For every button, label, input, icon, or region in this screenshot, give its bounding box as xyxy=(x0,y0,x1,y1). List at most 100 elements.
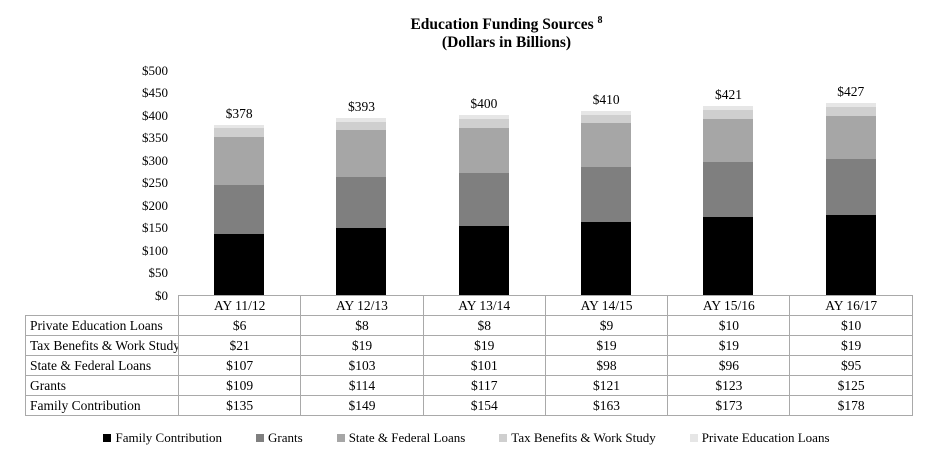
chart-title-block: Education Funding Sources 8 (Dollars in … xyxy=(80,12,933,52)
bar-segment xyxy=(581,123,632,168)
y-axis-tick-label: $450 xyxy=(142,85,168,100)
chart-subtitle: (Dollars in Billions) xyxy=(441,34,572,52)
bar-total-label: $421 xyxy=(714,86,742,102)
bar-segment xyxy=(214,185,265,235)
table-cell-value: $114 xyxy=(300,375,424,396)
table-row-label: Grants xyxy=(25,375,179,396)
table-cell-value: $163 xyxy=(544,395,669,416)
bar-segment xyxy=(825,115,876,159)
table-cell-value: $8 xyxy=(422,315,546,336)
y-axis-tick-label: $150 xyxy=(142,220,168,235)
table-cell-value: $173 xyxy=(667,395,791,416)
y-axis-tick-label: $300 xyxy=(142,152,168,168)
title-footnote-ref: 8 xyxy=(597,15,603,26)
chart-title: Education Funding Sources 8 xyxy=(410,15,603,34)
bar-segment xyxy=(458,127,509,174)
bar-total-label: $427 xyxy=(837,83,865,99)
legend-swatch-icon xyxy=(499,434,508,442)
table-row-label: Private Education Loans xyxy=(25,315,179,336)
legend-swatch-icon xyxy=(256,434,265,442)
table-cell-value: $123 xyxy=(667,375,791,396)
table-column-header: AY 11/12 xyxy=(177,295,302,316)
bar-segment xyxy=(825,102,876,108)
table-row-label: Family Contribution xyxy=(25,395,179,416)
table-column-header: AY 14/15 xyxy=(544,295,669,316)
table-cell-value: $21 xyxy=(177,335,302,356)
legend-label: Grants xyxy=(268,430,303,445)
table-cell-value: $154 xyxy=(422,395,546,416)
bar-segment xyxy=(336,118,387,122)
table-column-header: AY 13/14 xyxy=(422,295,546,316)
y-axis-tick-label: $200 xyxy=(142,197,168,213)
table-column-header: AY 15/16 xyxy=(667,295,791,316)
table-cell-value: $121 xyxy=(544,375,669,396)
table-corner-blank xyxy=(26,296,179,316)
table-cell-value: $178 xyxy=(789,395,913,416)
legend-swatch-icon xyxy=(689,434,698,442)
table-cell-value: $96 xyxy=(667,355,791,376)
bar-total-label: $410 xyxy=(592,91,620,107)
bar-segment xyxy=(336,130,387,177)
legend-item: Private Education Loans xyxy=(689,430,830,446)
bar-segment xyxy=(214,124,265,128)
data-table: AY 11/12 AY 12/13 AY 13/14 AY 14/15 AY 15/16… xyxy=(25,295,913,416)
bar-segment xyxy=(581,221,632,295)
bar-total-label: $400 xyxy=(470,96,498,111)
table-cell-value: $8 xyxy=(300,315,424,336)
table-cell-value: $10 xyxy=(789,315,913,336)
table-cell-value: $19 xyxy=(300,335,424,356)
table-cell-value: $10 xyxy=(667,315,791,336)
table-row: Tax Benefits & Work Study $21 $19 $19 $19 $19… xyxy=(25,335,913,356)
table-cell-value: $19 xyxy=(667,335,791,356)
bar-segment xyxy=(214,137,265,186)
table-row: Private Education Loans $6 $8 $8 $9 $10 $10 xyxy=(25,315,913,336)
y-axis-tick-label: $0 xyxy=(155,287,168,303)
bar-segment xyxy=(703,110,754,119)
bar-segment xyxy=(214,127,265,138)
legend-swatch-icon xyxy=(103,434,112,442)
table-cell-value: $101 xyxy=(422,355,546,376)
bar-segment xyxy=(703,217,754,295)
bar-segment xyxy=(703,118,754,162)
legend-label: State & Federal Loans xyxy=(348,430,466,445)
legend-item: Family Contribution xyxy=(103,430,222,446)
bar-segment xyxy=(581,110,632,115)
legend-item: Tax Benefits & Work Study xyxy=(499,430,656,446)
table-cell-value: $103 xyxy=(300,355,424,376)
table-row: Grants $109 $114 $117 $121 $123 $125 xyxy=(25,375,913,396)
legend-label: Private Education Loans xyxy=(701,430,830,445)
y-axis-tick-label: $50 xyxy=(148,265,169,280)
bar-total-label: $378 xyxy=(225,105,253,121)
legend-item: Grants xyxy=(256,430,303,446)
table-column-header: AY 16/17 xyxy=(789,295,913,316)
bar-segment xyxy=(336,121,387,131)
table-column-header: AY 12/13 xyxy=(300,295,424,316)
table-row-label: State & Federal Loans xyxy=(25,355,179,376)
table-cell-value: $95 xyxy=(789,355,913,376)
bar-segment xyxy=(581,167,632,222)
table-row: Family Contribution $135 $149 $154 $163 $173 $… xyxy=(25,395,913,416)
table-cell-value: $19 xyxy=(544,335,669,356)
bar-total-label: $393 xyxy=(347,99,375,115)
legend-swatch-icon xyxy=(336,434,345,442)
table-cell-value: $149 xyxy=(300,395,424,416)
table-row: State & Federal Loans $107 $103 $101 $98 $96 $… xyxy=(25,355,913,376)
table-cell-value: $19 xyxy=(422,335,546,356)
legend-label: Family Contribution xyxy=(115,430,223,445)
table-cell-value: $6 xyxy=(177,315,302,336)
y-axis-tick-label: $500 xyxy=(142,62,168,78)
bar-segment xyxy=(703,105,754,111)
y-axis-tick-label: $350 xyxy=(142,130,168,145)
table-row-label: Tax Benefits & Work Study xyxy=(25,335,179,356)
y-axis-tick-label: $250 xyxy=(142,175,168,190)
bar-segment xyxy=(336,227,387,295)
table-cell-value: $107 xyxy=(177,355,302,376)
bar-segment xyxy=(825,158,876,215)
y-axis-tick-label: $100 xyxy=(142,242,168,258)
bar-segment xyxy=(458,119,509,128)
bar-segment xyxy=(336,176,387,228)
bar-segment xyxy=(458,225,509,295)
bar-segment xyxy=(458,115,509,120)
table-cell-value: $98 xyxy=(544,355,669,376)
